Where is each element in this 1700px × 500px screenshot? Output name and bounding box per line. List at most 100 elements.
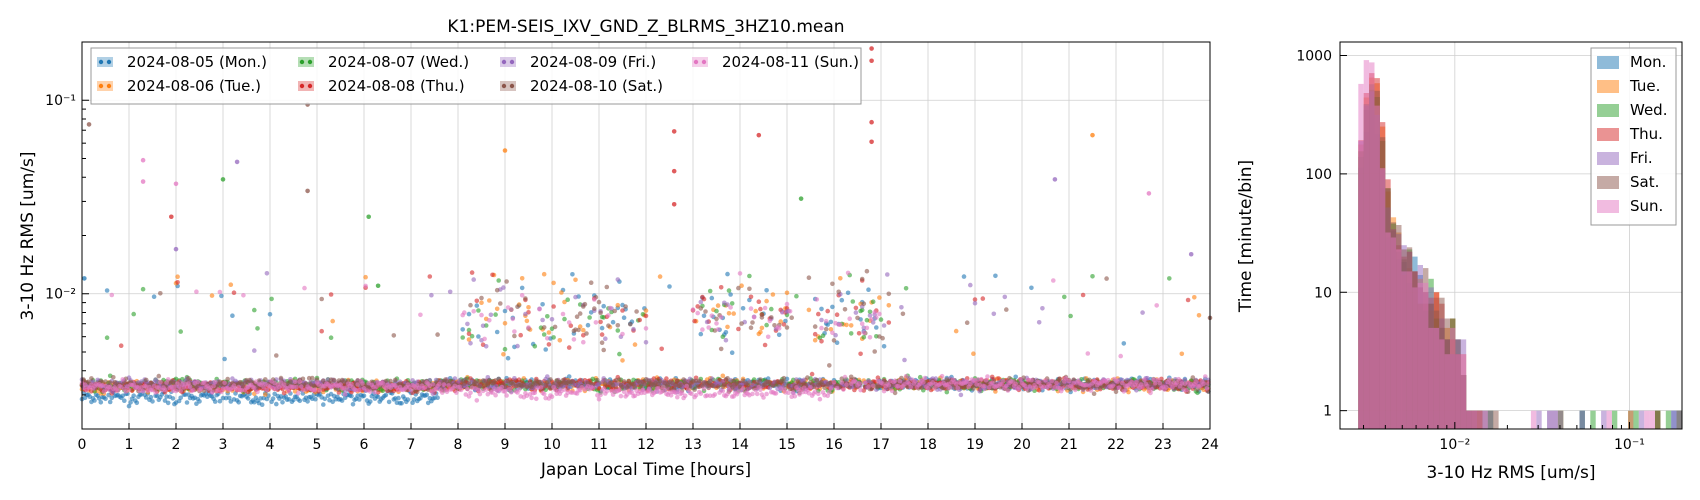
- scatter-point: [526, 305, 531, 310]
- scatter-point: [1140, 310, 1145, 315]
- scatter-point: [471, 277, 477, 282]
- scatter-point: [1190, 375, 1196, 380]
- scatter-point: [466, 331, 472, 337]
- scatter-point: [545, 374, 550, 379]
- scatter-point: [236, 400, 241, 405]
- scatter-point: [693, 393, 699, 398]
- scatter-point: [512, 333, 517, 339]
- scatter-point: [585, 322, 591, 328]
- scatter-point: [764, 322, 769, 328]
- scatter-point: [549, 317, 555, 322]
- scatter-point: [823, 318, 829, 324]
- scatter-point: [297, 398, 303, 404]
- scatter-point: [870, 299, 876, 305]
- scatter-point: [964, 379, 970, 384]
- scatter-point: [700, 327, 705, 332]
- scatter-point: [479, 300, 484, 306]
- scatter-point: [758, 329, 763, 335]
- scatter-point: [494, 287, 500, 293]
- scatter-point: [861, 330, 867, 335]
- scatter-point: [153, 390, 158, 395]
- scatter-point: [92, 398, 97, 403]
- scatter-point: [662, 387, 668, 393]
- scatter-point: [435, 332, 440, 337]
- scatter-point: [424, 392, 430, 398]
- scatter-point: [817, 396, 823, 402]
- scatter-point: [678, 383, 683, 388]
- scatter-point: [878, 317, 884, 322]
- scatter-point: [993, 273, 998, 279]
- scatter-point: [753, 387, 758, 393]
- scatter-point: [601, 386, 606, 391]
- scatter-point: [880, 335, 885, 341]
- scatter-point: [715, 327, 721, 332]
- scatter-point: [274, 353, 279, 358]
- scatter-point: [574, 314, 580, 320]
- scatter-point: [1182, 377, 1188, 383]
- scatter-point: [714, 321, 719, 326]
- scatter-point: [466, 327, 472, 333]
- scatter-point: [607, 305, 613, 311]
- scatter-point: [953, 328, 959, 334]
- scatter-point: [427, 274, 433, 279]
- scatter-point: [1029, 285, 1034, 291]
- scatter-point: [596, 299, 602, 305]
- scatter-point: [881, 344, 887, 349]
- scatter-point: [781, 375, 787, 381]
- scatter-point: [140, 286, 146, 292]
- scatter-point: [118, 343, 124, 349]
- scatter-point: [383, 392, 389, 398]
- scatter-point: [853, 305, 859, 311]
- scatter-point: [143, 377, 149, 383]
- scatter-point: [452, 376, 458, 381]
- scatter-point: [718, 346, 724, 352]
- scatter-point: [932, 386, 937, 391]
- scatter-point: [631, 381, 636, 387]
- scatter-point: [769, 306, 774, 312]
- scatter-point: [610, 382, 616, 388]
- scatter-point: [839, 297, 845, 303]
- scatter-point: [294, 384, 299, 390]
- scatter-point: [408, 387, 414, 393]
- scatter-point: [259, 402, 265, 408]
- scatter-point: [317, 387, 323, 392]
- scatter-point: [728, 292, 733, 297]
- scatter-point: [615, 302, 621, 308]
- scatter-point: [109, 292, 115, 298]
- scatter-point: [991, 311, 997, 317]
- scatter-point: [729, 350, 735, 356]
- scatter-point: [516, 387, 522, 392]
- scatter-point: [209, 389, 215, 395]
- scatter-point: [643, 313, 649, 319]
- scatter-point: [1167, 276, 1172, 281]
- scatter-point: [190, 387, 196, 393]
- scatter-point: [631, 326, 636, 332]
- scatter-points: [79, 46, 1213, 409]
- scatter-point: [261, 385, 267, 390]
- scatter-point: [1134, 388, 1139, 393]
- scatter-point: [162, 387, 168, 393]
- scatter-panel: K1:PEM-SEIS_IXV_GND_Z_BLRMS_3HZ10.mean 0…: [18, 17, 1219, 480]
- scatter-point: [158, 291, 163, 296]
- scatter-point: [529, 395, 534, 401]
- scatter-point: [399, 401, 404, 406]
- scatter-point: [736, 285, 741, 291]
- scatter-point: [822, 385, 827, 391]
- scatter-point: [972, 297, 978, 302]
- scatter-point: [274, 401, 279, 407]
- scatter-point: [900, 311, 906, 317]
- scatter-point: [393, 377, 398, 383]
- scatter-point: [986, 385, 992, 390]
- scatter-point: [1043, 378, 1048, 383]
- scatter-point: [217, 289, 223, 295]
- scatter-point: [488, 312, 494, 318]
- scatter-point: [552, 324, 558, 330]
- scatter-point: [759, 315, 765, 320]
- scatter-point: [570, 272, 575, 277]
- scatter-point: [980, 296, 986, 301]
- scatter-point: [1033, 385, 1039, 390]
- scatter-point: [466, 311, 472, 317]
- scatter-point: [809, 371, 815, 377]
- scatter-point: [703, 309, 708, 314]
- scatter-point: [300, 376, 306, 382]
